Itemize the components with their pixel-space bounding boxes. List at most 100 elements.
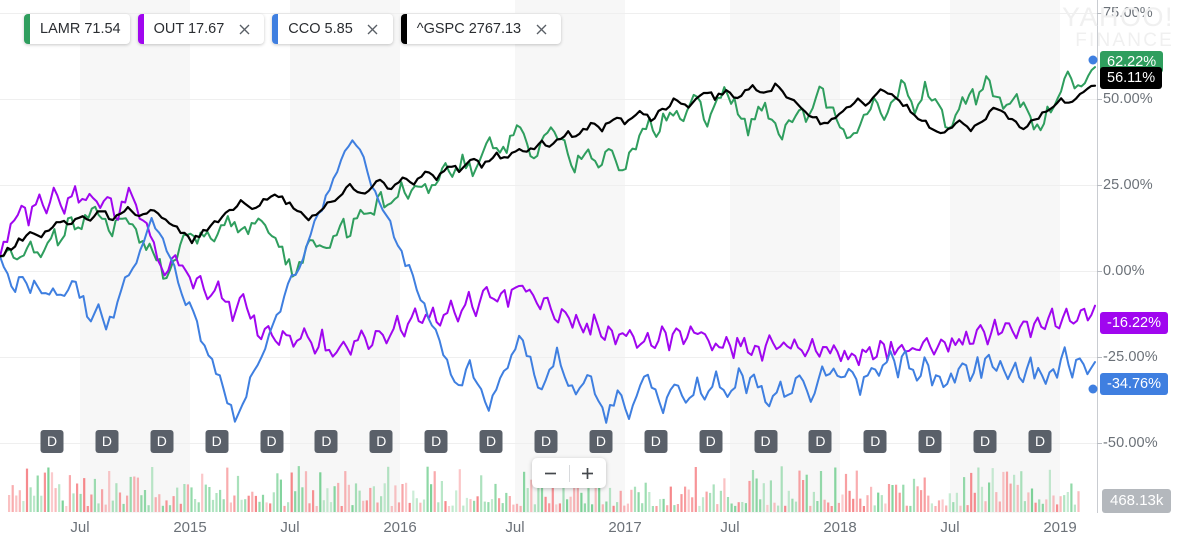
- legend: LAMR 71.54 OUT 17.67 CCO 5.85 ^GSPC 2767.13: [24, 14, 562, 44]
- volume-bar: [963, 477, 966, 512]
- volume-bar: [97, 503, 100, 512]
- volume-bar: [533, 504, 536, 512]
- volume-bar: [716, 504, 719, 512]
- volume-bar: [583, 503, 586, 512]
- close-icon[interactable]: [233, 14, 264, 44]
- volume-bar: [966, 505, 969, 512]
- volume-bar: [594, 487, 597, 512]
- dividend-marker[interactable]: D: [973, 430, 997, 453]
- zoom-in-button[interactable]: [570, 458, 607, 488]
- gridline: [0, 357, 1097, 358]
- dividend-marker[interactable]: D: [699, 430, 723, 453]
- volume-bar: [204, 484, 207, 512]
- x-tick-label: 2017: [608, 519, 642, 536]
- dividend-marker[interactable]: D: [40, 430, 64, 453]
- legend-chip-gspc[interactable]: ^GSPC 2767.13: [400, 14, 562, 44]
- volume-bar: [998, 501, 1001, 512]
- volume-bar: [129, 476, 132, 512]
- volume-bar: [701, 497, 705, 512]
- legend-label: ^GSPC 2767.13: [416, 21, 522, 37]
- gridline: [0, 99, 1097, 100]
- dividend-marker[interactable]: D: [644, 430, 668, 453]
- volume-bar: [358, 490, 361, 512]
- volume-bar: [240, 499, 243, 512]
- y-tick-label: 50.00%: [1103, 91, 1153, 107]
- dividend-marker[interactable]: D: [863, 430, 887, 453]
- volume-bar: [515, 503, 519, 512]
- legend-chip-cco[interactable]: CCO 5.85: [272, 14, 393, 44]
- volume-bar: [508, 496, 511, 512]
- dividend-marker[interactable]: D: [754, 430, 778, 453]
- y-tick-label: 25.00%: [1103, 177, 1153, 193]
- dividend-marker[interactable]: D: [479, 430, 503, 453]
- volume-bar: [827, 502, 830, 512]
- dividend-marker[interactable]: D: [808, 430, 832, 453]
- dividend-marker[interactable]: D: [424, 430, 448, 453]
- volume-bar: [945, 505, 948, 512]
- volume-bar: [168, 505, 172, 512]
- y-tick-mark: [1097, 357, 1102, 358]
- volume-bar: [676, 504, 679, 512]
- volume-bar: [991, 468, 994, 512]
- volume-bar: [1052, 495, 1055, 512]
- volume-bar: [898, 492, 901, 512]
- legend-color-swatch: [24, 14, 30, 44]
- volume-bar: [54, 488, 57, 512]
- volume-bar: [591, 504, 594, 512]
- volume-bar: [476, 496, 479, 512]
- volume-bar: [612, 505, 615, 512]
- volume-bar: [927, 495, 930, 512]
- gridline: [0, 271, 1097, 272]
- volume-badge: 468.13k: [1102, 489, 1172, 513]
- volume-bar: [501, 503, 504, 512]
- close-icon[interactable]: [362, 14, 393, 44]
- volume-bar: [1005, 471, 1009, 512]
- dividend-marker[interactable]: D: [918, 430, 942, 453]
- volume-bar: [1034, 502, 1037, 512]
- dividend-marker[interactable]: D: [205, 430, 229, 453]
- volume-bar: [22, 501, 25, 512]
- dividend-marker[interactable]: D: [150, 430, 174, 453]
- legend-color-swatch: [272, 14, 279, 44]
- volume-bar: [633, 486, 637, 512]
- x-tick-label: 2015: [173, 519, 207, 536]
- volume-bar: [258, 501, 261, 512]
- volume-bar: [988, 482, 991, 512]
- y-tick-mark: [1097, 271, 1102, 272]
- dividend-marker[interactable]: D: [534, 430, 558, 453]
- volume-bar: [973, 492, 976, 512]
- y-tick-mark: [1097, 13, 1102, 14]
- dividend-marker[interactable]: D: [314, 430, 338, 453]
- volume-bar: [387, 466, 390, 512]
- volume-bar: [208, 487, 211, 512]
- volume-bar: [791, 498, 794, 512]
- dividend-marker[interactable]: D: [260, 430, 284, 453]
- volume-bar: [641, 503, 644, 512]
- dividend-marker[interactable]: D: [369, 430, 393, 453]
- volume-bar: [351, 505, 354, 512]
- dividend-marker[interactable]: D: [95, 430, 119, 453]
- legend-chip-lamr[interactable]: LAMR 71.54: [24, 14, 130, 44]
- volume-bar: [419, 502, 422, 512]
- dividend-marker[interactable]: D: [1028, 430, 1052, 453]
- volume-bar: [430, 484, 433, 512]
- legend-chip-out[interactable]: OUT 17.67: [137, 14, 265, 44]
- zoom-out-button[interactable]: [532, 458, 569, 488]
- volume-bar: [562, 479, 565, 512]
- price-badge-gspc: 56.11%: [1100, 67, 1163, 89]
- volume-bar: [877, 492, 880, 512]
- volume-bar: [1002, 471, 1005, 512]
- volume-bar: [58, 484, 61, 512]
- volume-bar: [347, 484, 350, 512]
- y-tick-label: -50.00%: [1103, 435, 1158, 451]
- dividend-marker[interactable]: D: [589, 430, 613, 453]
- volume-bar: [551, 478, 554, 512]
- close-icon[interactable]: [530, 14, 561, 44]
- volume-bar: [29, 487, 32, 512]
- volume-bar: [197, 502, 200, 512]
- volume-bar: [880, 495, 883, 512]
- volume-bar: [322, 500, 325, 512]
- volume-bar: [748, 480, 751, 512]
- volume-bar: [115, 483, 118, 512]
- volume-bar: [569, 496, 572, 512]
